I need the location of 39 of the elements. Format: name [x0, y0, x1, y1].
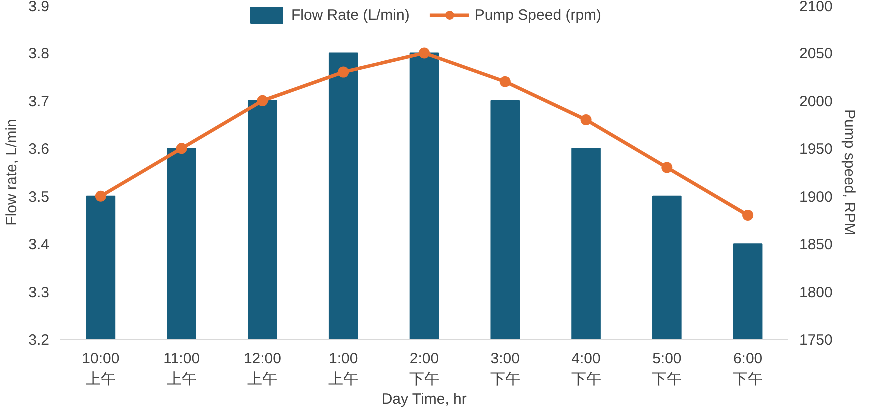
- point: [95, 190, 106, 202]
- y-tick-label: 3.8: [28, 46, 50, 63]
- x-tick-label: 5:00 下午: [652, 350, 682, 388]
- y-tick-label: 3.7: [28, 93, 50, 110]
- y2-tick-label: 2100: [800, 0, 833, 16]
- y2-axis-title: Pump speed, RPM: [840, 110, 858, 236]
- x-tick-label: 6:00 下午: [733, 350, 764, 388]
- x-tick-label: 10:00 上午: [82, 350, 120, 388]
- point: [176, 143, 188, 154]
- point: [662, 162, 673, 174]
- x-tick-label: 12:00 上午: [244, 350, 282, 388]
- y2-tick-label: 1750: [800, 332, 833, 349]
- y2-tick-label: 1950: [800, 141, 833, 158]
- x-tick-label: 2:00 下午: [410, 350, 440, 388]
- legend-label: Pump Speed (rpm): [474, 6, 602, 24]
- legend-label: Flow Rate (L/min): [291, 6, 410, 24]
- point: [580, 114, 592, 126]
- x-tick-label: 1:00 上午: [328, 350, 359, 388]
- point: [419, 48, 430, 59]
- y-tick-label: 3.3: [28, 284, 50, 302]
- y2-tick-label: 2050: [800, 46, 833, 63]
- y2-tick-label: 2000: [800, 93, 833, 110]
- y2-tick-label: 1850: [800, 236, 833, 254]
- y-tick-label: 3.6: [28, 141, 50, 158]
- y2-tick-label: 1900: [800, 188, 833, 206]
- y-tick-label: 3.9: [28, 0, 50, 16]
- point: [257, 95, 268, 106]
- point: [338, 66, 350, 78]
- y-tick-label: 3.4: [28, 236, 50, 254]
- x-axis-title: Day Time, hr: [382, 390, 467, 408]
- point: [500, 76, 511, 88]
- x-tick-label: 4:00 下午: [571, 350, 602, 388]
- y2-tick-label: 1800: [800, 284, 833, 302]
- y-tick-label: 3.5: [28, 188, 50, 206]
- x-tick-label: 3:00 下午: [490, 350, 520, 388]
- y-axis-title: Flow rate, L/min: [4, 119, 21, 226]
- point: [742, 210, 754, 221]
- x-tick-label: 11:00 上午: [164, 350, 200, 388]
- y-tick-label: 3.2: [28, 332, 50, 349]
